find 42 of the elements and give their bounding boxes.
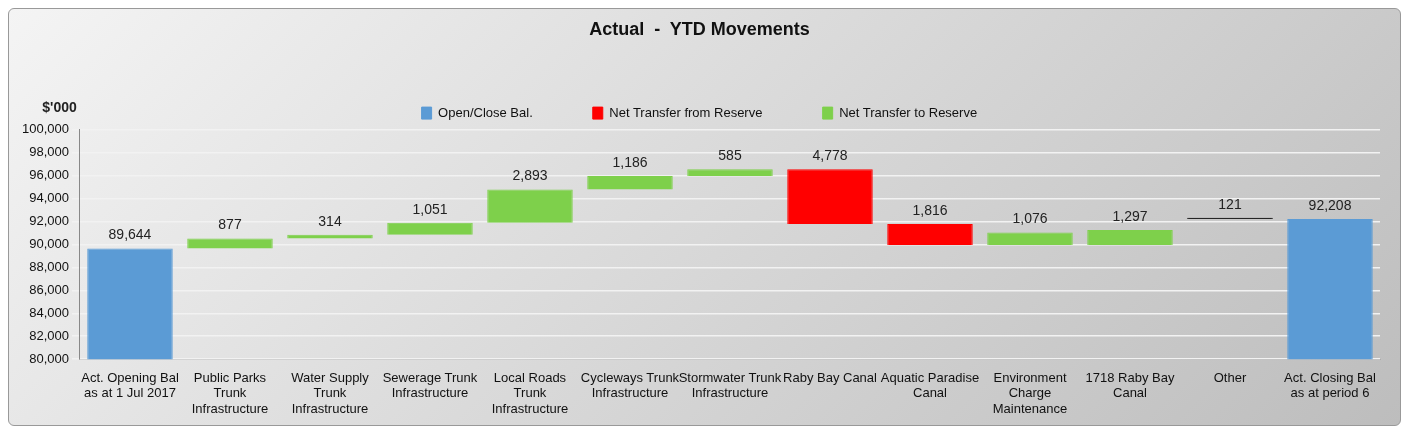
y-tick-label: 90,000	[29, 235, 69, 251]
data-label: 1,076	[1012, 210, 1048, 227]
y-tick-label: 88,000	[29, 258, 69, 274]
x-tick-label: Environment Charge Maintenance	[992, 369, 1068, 416]
x-tick-label: Local Roads Trunk Infrastructure	[491, 369, 569, 416]
x-tick-label: Act. Opening Bal as at 1 Jul 2017	[81, 369, 179, 401]
data-label: 89,644	[108, 226, 152, 243]
x-tick-label: Water Supply Trunk Infrastructure	[291, 369, 370, 416]
x-tick-label: Public Parks Trunk Infrastructure	[191, 369, 269, 416]
data-label: 92,208	[1308, 196, 1352, 213]
y-tick-label: 94,000	[29, 190, 69, 206]
data-label: 1,051	[412, 200, 448, 217]
x-tick-label: Cycleways Trunk Infrastructure	[580, 369, 680, 401]
y-tick-label: 80,000	[29, 350, 69, 366]
x-tick-label: Sewerage Trunk Infrastructure	[382, 369, 478, 401]
legend-label: Net Transfer to Reserve	[839, 104, 978, 120]
x-tick-label: Stormwater Trunk Infrastructure	[678, 369, 782, 401]
x-tick-label: Raby Bay Canal	[783, 369, 878, 385]
data-label: 1,297	[1112, 207, 1148, 224]
data-label: 121	[1218, 195, 1242, 212]
data-label: 1,816	[912, 201, 948, 218]
y-axis-title: $'000	[42, 99, 77, 116]
data-label: 1,186	[612, 153, 648, 170]
y-tick-label: 92,000	[29, 213, 69, 229]
y-tick-label: 96,000	[29, 167, 69, 183]
data-label: 4,778	[812, 147, 848, 164]
legend-label: Open/Close Bal.	[438, 104, 533, 120]
y-tick-label: 84,000	[29, 304, 69, 320]
data-label: 877	[218, 216, 242, 233]
legend-label: Net Transfer from Reserve	[609, 104, 763, 120]
x-tick-label: Other	[1213, 369, 1247, 385]
x-tick-label: 1718 Raby Bay Canal	[1085, 369, 1175, 401]
data-label: 585	[718, 147, 742, 164]
y-tick-label: 100,000	[21, 121, 69, 137]
y-tick-label: 82,000	[29, 327, 69, 343]
y-tick-label: 98,000	[29, 144, 69, 160]
x-tick-label: Aquatic Paradise Canal	[880, 369, 980, 401]
data-label: 314	[318, 212, 342, 229]
x-tick-label: Act. Closing Bal as at period 6	[1284, 369, 1376, 401]
y-tick-label: 86,000	[29, 281, 69, 297]
data-label: 2,893	[512, 167, 548, 184]
chart-title: Actual - YTD Movements	[589, 18, 810, 39]
